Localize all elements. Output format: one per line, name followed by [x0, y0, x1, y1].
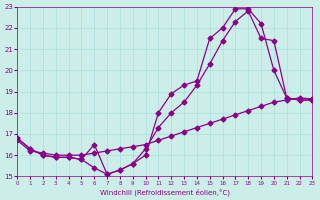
X-axis label: Windchill (Refroidissement éolien,°C): Windchill (Refroidissement éolien,°C) [100, 188, 230, 196]
